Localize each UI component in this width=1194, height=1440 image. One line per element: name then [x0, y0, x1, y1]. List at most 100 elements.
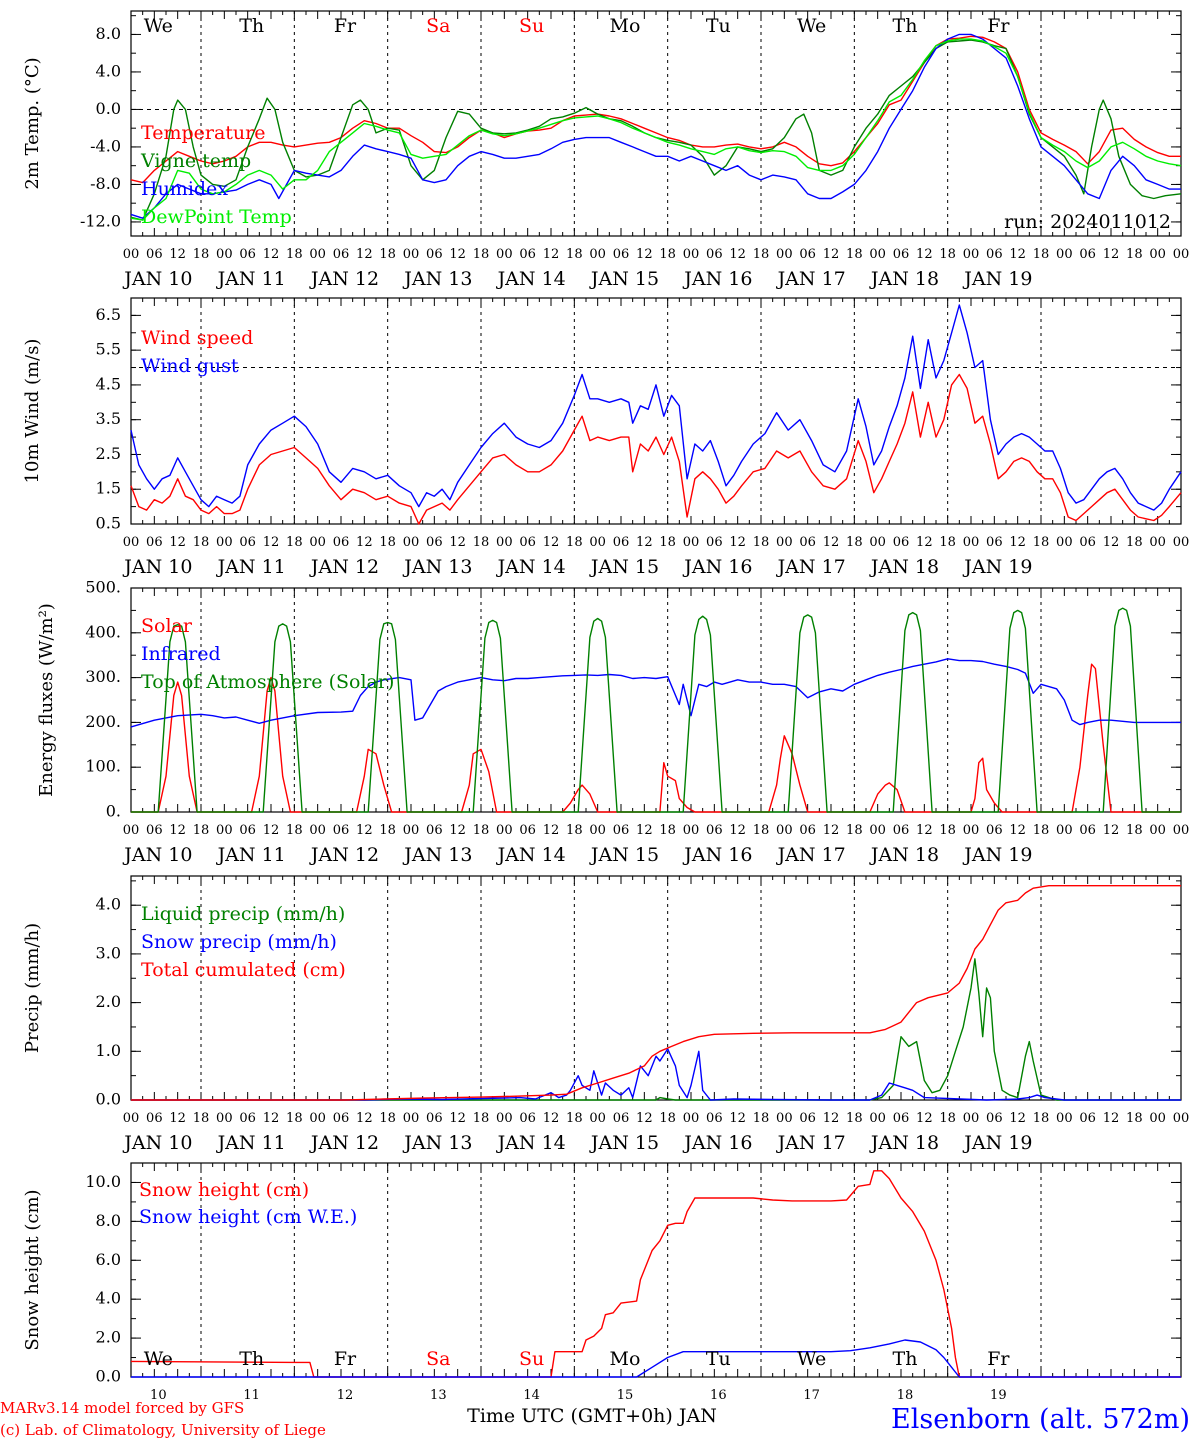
- legend-entry: DewPoint Temp: [141, 206, 292, 228]
- legend-entry: Snow precip (mm/h): [141, 931, 337, 953]
- y-tick-label: 1.0: [96, 1041, 121, 1060]
- hour-label: 12: [449, 823, 466, 838]
- y-tick-label: 5.5: [96, 340, 121, 359]
- hour-label: 12: [1009, 247, 1026, 262]
- hour-label: 12: [823, 1111, 840, 1126]
- day-label: JAN 10: [122, 268, 192, 290]
- hour-label: 06: [893, 1111, 910, 1126]
- hour-label: 18: [659, 823, 676, 838]
- hour-label: 06: [799, 823, 816, 838]
- hour-label: 00: [1149, 535, 1166, 550]
- hour-label: 06: [146, 823, 163, 838]
- hour-label: 00: [403, 823, 420, 838]
- hour-label: 12: [263, 1111, 280, 1126]
- weekday-label: Fr: [334, 15, 357, 37]
- run-label: run: 2024011012: [1004, 211, 1171, 233]
- hour-label: 18: [286, 823, 303, 838]
- legend-entry: Infrared: [141, 643, 221, 665]
- legend-entry: Solar: [141, 615, 193, 637]
- hour-label: 06: [519, 1111, 536, 1126]
- hour-label: 06: [1079, 1111, 1096, 1126]
- day-number-label: 12: [337, 1388, 354, 1403]
- hour-label: 18: [753, 535, 770, 550]
- hour-label: 12: [823, 247, 840, 262]
- hour-label: 00: [963, 535, 980, 550]
- hour-label: 06: [519, 823, 536, 838]
- hour-label: 18: [659, 1111, 676, 1126]
- series-line-2: [131, 1048, 1181, 1101]
- series-line-1: [130, 35, 1181, 184]
- panel-2: 0.5 1.5 2.5 3.5 4.5 5.5 6.5 10m Wind (m/s) Wind …: [22, 297, 1190, 578]
- hour-label: 12: [1009, 535, 1026, 550]
- hour-label: 00: [683, 823, 700, 838]
- hour-label: 06: [986, 823, 1003, 838]
- hour-label: 00: [123, 823, 140, 838]
- hour-label: 06: [706, 823, 723, 838]
- hour-label: 06: [239, 247, 256, 262]
- series-line-2: [130, 658, 1181, 728]
- day-number-label: 19: [990, 1388, 1007, 1403]
- hour-label: 12: [263, 535, 280, 550]
- y-tick-label: 200.: [85, 712, 121, 731]
- weekday-label: We: [144, 1348, 173, 1370]
- hour-label: 18: [939, 535, 956, 550]
- hour-label: 06: [426, 823, 443, 838]
- hour-label: 00: [123, 1111, 140, 1126]
- hour-label: 18: [1033, 1111, 1050, 1126]
- day-label: JAN 11: [216, 844, 286, 866]
- hour-label: 06: [426, 1111, 443, 1126]
- weekday-label: Fr: [987, 15, 1010, 37]
- hour-label: 06: [799, 1111, 816, 1126]
- day-label: JAN 10: [122, 844, 192, 866]
- y-tick-label: -12.0: [80, 211, 121, 230]
- hour-label: 18: [193, 1111, 210, 1126]
- legend-entry: Wind gust: [141, 355, 239, 377]
- weekday-label: We: [797, 1348, 826, 1370]
- hour-label: 18: [379, 823, 396, 838]
- weekday-label: We: [797, 15, 826, 37]
- weekday-label: Th: [239, 1348, 264, 1370]
- hour-label: 18: [846, 535, 863, 550]
- day-label: JAN 11: [216, 268, 286, 290]
- day-label: JAN 15: [589, 1132, 659, 1154]
- day-number-label: 14: [523, 1388, 540, 1403]
- hour-label: 18: [1033, 823, 1050, 838]
- y-tick-label: 4.5: [96, 374, 121, 393]
- day-number-label: 11: [243, 1388, 260, 1403]
- day-label: JAN 18: [869, 1132, 939, 1154]
- hour-label: 00: [403, 1111, 420, 1126]
- hour-label: 12: [449, 247, 466, 262]
- hour-label: 12: [169, 1111, 186, 1126]
- hour-label: 12: [356, 1111, 373, 1126]
- weekday-label: Th: [893, 1348, 918, 1370]
- hour-label: 12: [543, 823, 560, 838]
- hour-label: 06: [239, 1111, 256, 1126]
- hour-label: 18: [566, 823, 583, 838]
- hour-label: 00: [776, 823, 793, 838]
- hour-label: 12: [263, 247, 280, 262]
- y-tick-label: 2.0: [96, 992, 121, 1011]
- day-label: JAN 15: [589, 556, 659, 578]
- y-axis-title: 10m Wind (m/s): [22, 339, 43, 484]
- hour-label: 00: [1149, 1111, 1166, 1126]
- hour-label: 12: [729, 1111, 746, 1126]
- hour-label: 18: [1126, 535, 1143, 550]
- hour-label: 00: [963, 823, 980, 838]
- hour-label: 06: [333, 1111, 350, 1126]
- hour-label: 18: [473, 1111, 490, 1126]
- weekday-label: Tu: [706, 1348, 731, 1370]
- day-label: JAN 10: [122, 1132, 192, 1154]
- hour-label: 18: [846, 1111, 863, 1126]
- hour-label: 06: [239, 535, 256, 550]
- hour-label: 00: [309, 1111, 326, 1126]
- hour-label: 00: [1173, 535, 1190, 550]
- hour-label: 12: [916, 1111, 933, 1126]
- hour-label: 12: [449, 1111, 466, 1126]
- day-number-label: 18: [897, 1388, 914, 1403]
- panel-5: 0.0 2.0 4.0 6.0 8.0 10.0 Snow height (cm) Snow …: [22, 1162, 1182, 1403]
- hour-label: 12: [169, 247, 186, 262]
- day-label: JAN 16: [682, 844, 752, 866]
- hour-label: 00: [403, 535, 420, 550]
- hour-label: 06: [333, 535, 350, 550]
